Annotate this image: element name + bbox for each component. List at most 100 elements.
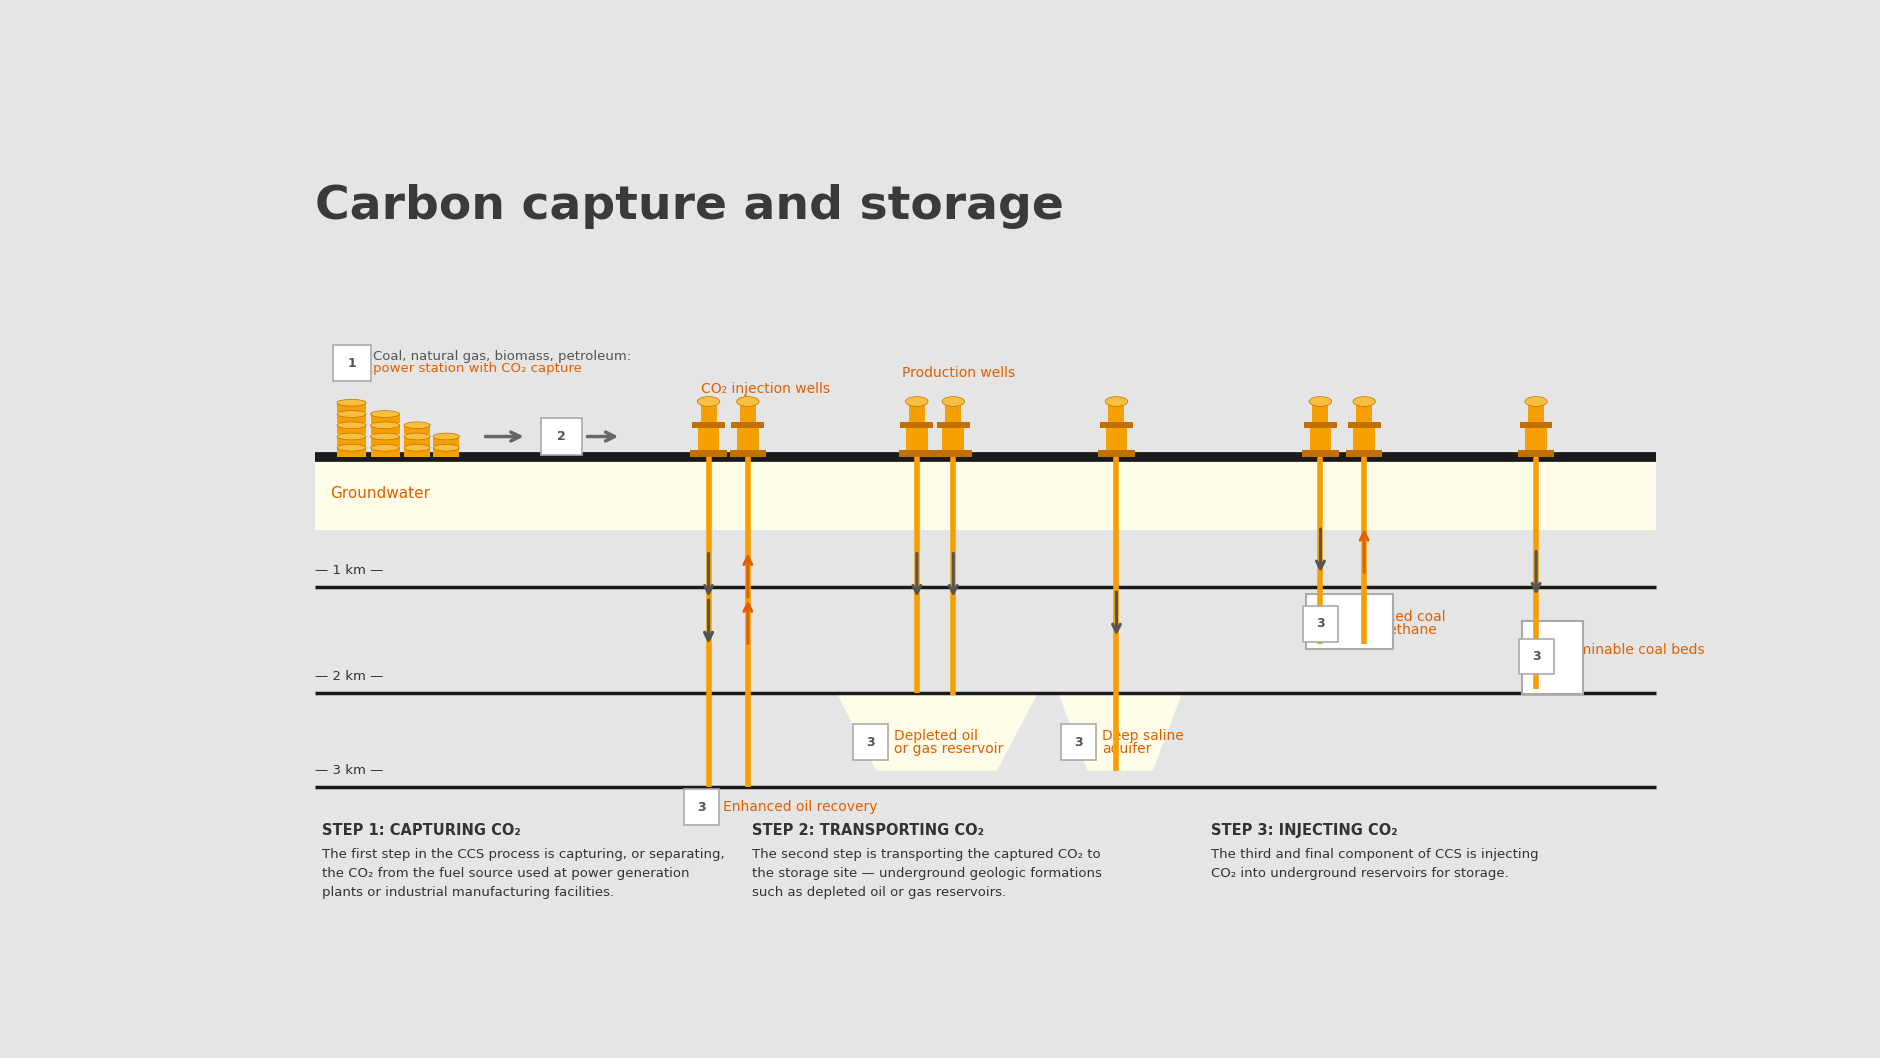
Text: Deep saline: Deep saline	[1102, 729, 1184, 744]
FancyBboxPatch shape	[737, 427, 760, 451]
Ellipse shape	[942, 397, 964, 406]
Text: bed methane: bed methane	[1344, 622, 1436, 637]
Ellipse shape	[1308, 397, 1331, 406]
FancyBboxPatch shape	[404, 437, 431, 445]
FancyBboxPatch shape	[741, 401, 756, 422]
FancyBboxPatch shape	[692, 422, 726, 427]
FancyBboxPatch shape	[1354, 427, 1374, 451]
Ellipse shape	[432, 444, 459, 451]
Polygon shape	[1058, 693, 1183, 770]
FancyBboxPatch shape	[906, 427, 929, 451]
Text: STEP 3: INJECTING CO₂: STEP 3: INJECTING CO₂	[1211, 823, 1399, 839]
Text: or gas reservoir: or gas reservoir	[893, 742, 1002, 755]
Ellipse shape	[370, 444, 400, 451]
Text: aquifer: aquifer	[1102, 742, 1151, 755]
Text: Groundwater: Groundwater	[329, 486, 431, 501]
Text: — 1 km —: — 1 km —	[316, 565, 384, 578]
FancyBboxPatch shape	[908, 401, 925, 422]
FancyBboxPatch shape	[1303, 451, 1339, 457]
Ellipse shape	[906, 397, 929, 406]
Text: Unminable coal beds: Unminable coal beds	[1559, 643, 1705, 657]
FancyBboxPatch shape	[337, 403, 367, 412]
FancyBboxPatch shape	[404, 448, 431, 457]
FancyBboxPatch shape	[899, 451, 934, 457]
FancyBboxPatch shape	[854, 724, 887, 760]
Ellipse shape	[337, 422, 367, 428]
FancyBboxPatch shape	[934, 451, 972, 457]
Ellipse shape	[337, 444, 367, 451]
FancyBboxPatch shape	[1312, 401, 1329, 422]
FancyBboxPatch shape	[731, 422, 765, 427]
FancyBboxPatch shape	[1105, 427, 1128, 451]
Text: Depleted oil: Depleted oil	[893, 729, 978, 744]
Text: CO₂ injection wells: CO₂ injection wells	[701, 382, 831, 396]
FancyBboxPatch shape	[901, 422, 932, 427]
Text: 3: 3	[1316, 618, 1325, 631]
Text: 2: 2	[556, 430, 566, 443]
FancyBboxPatch shape	[729, 451, 765, 457]
FancyBboxPatch shape	[701, 401, 716, 422]
FancyBboxPatch shape	[1355, 401, 1372, 422]
FancyBboxPatch shape	[1098, 451, 1136, 457]
Text: — 2 km —: — 2 km —	[316, 671, 384, 683]
FancyBboxPatch shape	[370, 437, 400, 445]
Text: 3: 3	[1073, 735, 1083, 748]
FancyBboxPatch shape	[370, 425, 400, 435]
Ellipse shape	[404, 444, 431, 451]
FancyBboxPatch shape	[370, 448, 400, 457]
Text: The second step is transporting the captured CO₂ to
the storage site — undergrou: The second step is transporting the capt…	[752, 847, 1102, 899]
FancyBboxPatch shape	[1517, 451, 1555, 457]
Ellipse shape	[337, 400, 367, 406]
Ellipse shape	[697, 397, 720, 406]
Ellipse shape	[1105, 397, 1128, 406]
FancyBboxPatch shape	[316, 457, 1656, 530]
Text: The third and final component of CCS is injecting
CO₂ into underground reservoir: The third and final component of CCS is …	[1211, 847, 1540, 880]
Text: STEP 1: CAPTURING CO₂: STEP 1: CAPTURING CO₂	[323, 823, 521, 839]
Ellipse shape	[370, 411, 400, 417]
FancyBboxPatch shape	[942, 427, 964, 451]
FancyBboxPatch shape	[404, 425, 431, 435]
FancyBboxPatch shape	[1303, 606, 1339, 642]
Text: — 3 km —: — 3 km —	[316, 764, 384, 777]
Ellipse shape	[404, 433, 431, 440]
FancyBboxPatch shape	[541, 418, 581, 455]
FancyBboxPatch shape	[1109, 401, 1124, 422]
FancyBboxPatch shape	[946, 401, 961, 422]
FancyBboxPatch shape	[432, 448, 459, 457]
FancyBboxPatch shape	[1305, 422, 1337, 427]
Ellipse shape	[1354, 397, 1376, 406]
Text: Coal, natural gas, biomass, petroleum:: Coal, natural gas, biomass, petroleum:	[374, 350, 632, 363]
Ellipse shape	[404, 422, 431, 428]
FancyBboxPatch shape	[1060, 724, 1096, 760]
Text: 1: 1	[348, 357, 355, 369]
FancyBboxPatch shape	[1348, 422, 1380, 427]
FancyBboxPatch shape	[432, 437, 459, 445]
FancyBboxPatch shape	[1100, 422, 1134, 427]
FancyBboxPatch shape	[936, 422, 970, 427]
FancyBboxPatch shape	[333, 345, 370, 381]
Text: 3: 3	[697, 801, 705, 814]
FancyBboxPatch shape	[1346, 451, 1382, 457]
FancyBboxPatch shape	[697, 427, 720, 451]
Text: The first step in the CCS process is capturing, or separating,
the CO₂ from the : The first step in the CCS process is cap…	[323, 847, 726, 899]
FancyBboxPatch shape	[337, 425, 367, 435]
FancyBboxPatch shape	[1307, 594, 1393, 650]
FancyBboxPatch shape	[337, 437, 367, 445]
Ellipse shape	[370, 422, 400, 428]
Ellipse shape	[370, 433, 400, 440]
FancyBboxPatch shape	[1525, 427, 1547, 451]
FancyBboxPatch shape	[690, 451, 728, 457]
Ellipse shape	[432, 433, 459, 440]
Ellipse shape	[1525, 397, 1547, 406]
FancyBboxPatch shape	[1519, 639, 1553, 674]
Text: 3: 3	[1532, 650, 1540, 663]
Text: STEP 2: TRANSPORTING CO₂: STEP 2: TRANSPORTING CO₂	[752, 823, 985, 839]
Ellipse shape	[337, 433, 367, 440]
Polygon shape	[837, 693, 1038, 770]
Text: 3: 3	[867, 735, 874, 748]
FancyBboxPatch shape	[1519, 422, 1553, 427]
FancyBboxPatch shape	[337, 448, 367, 457]
FancyBboxPatch shape	[684, 789, 718, 825]
FancyBboxPatch shape	[370, 414, 400, 423]
Text: Carbon capture and storage: Carbon capture and storage	[316, 184, 1064, 229]
